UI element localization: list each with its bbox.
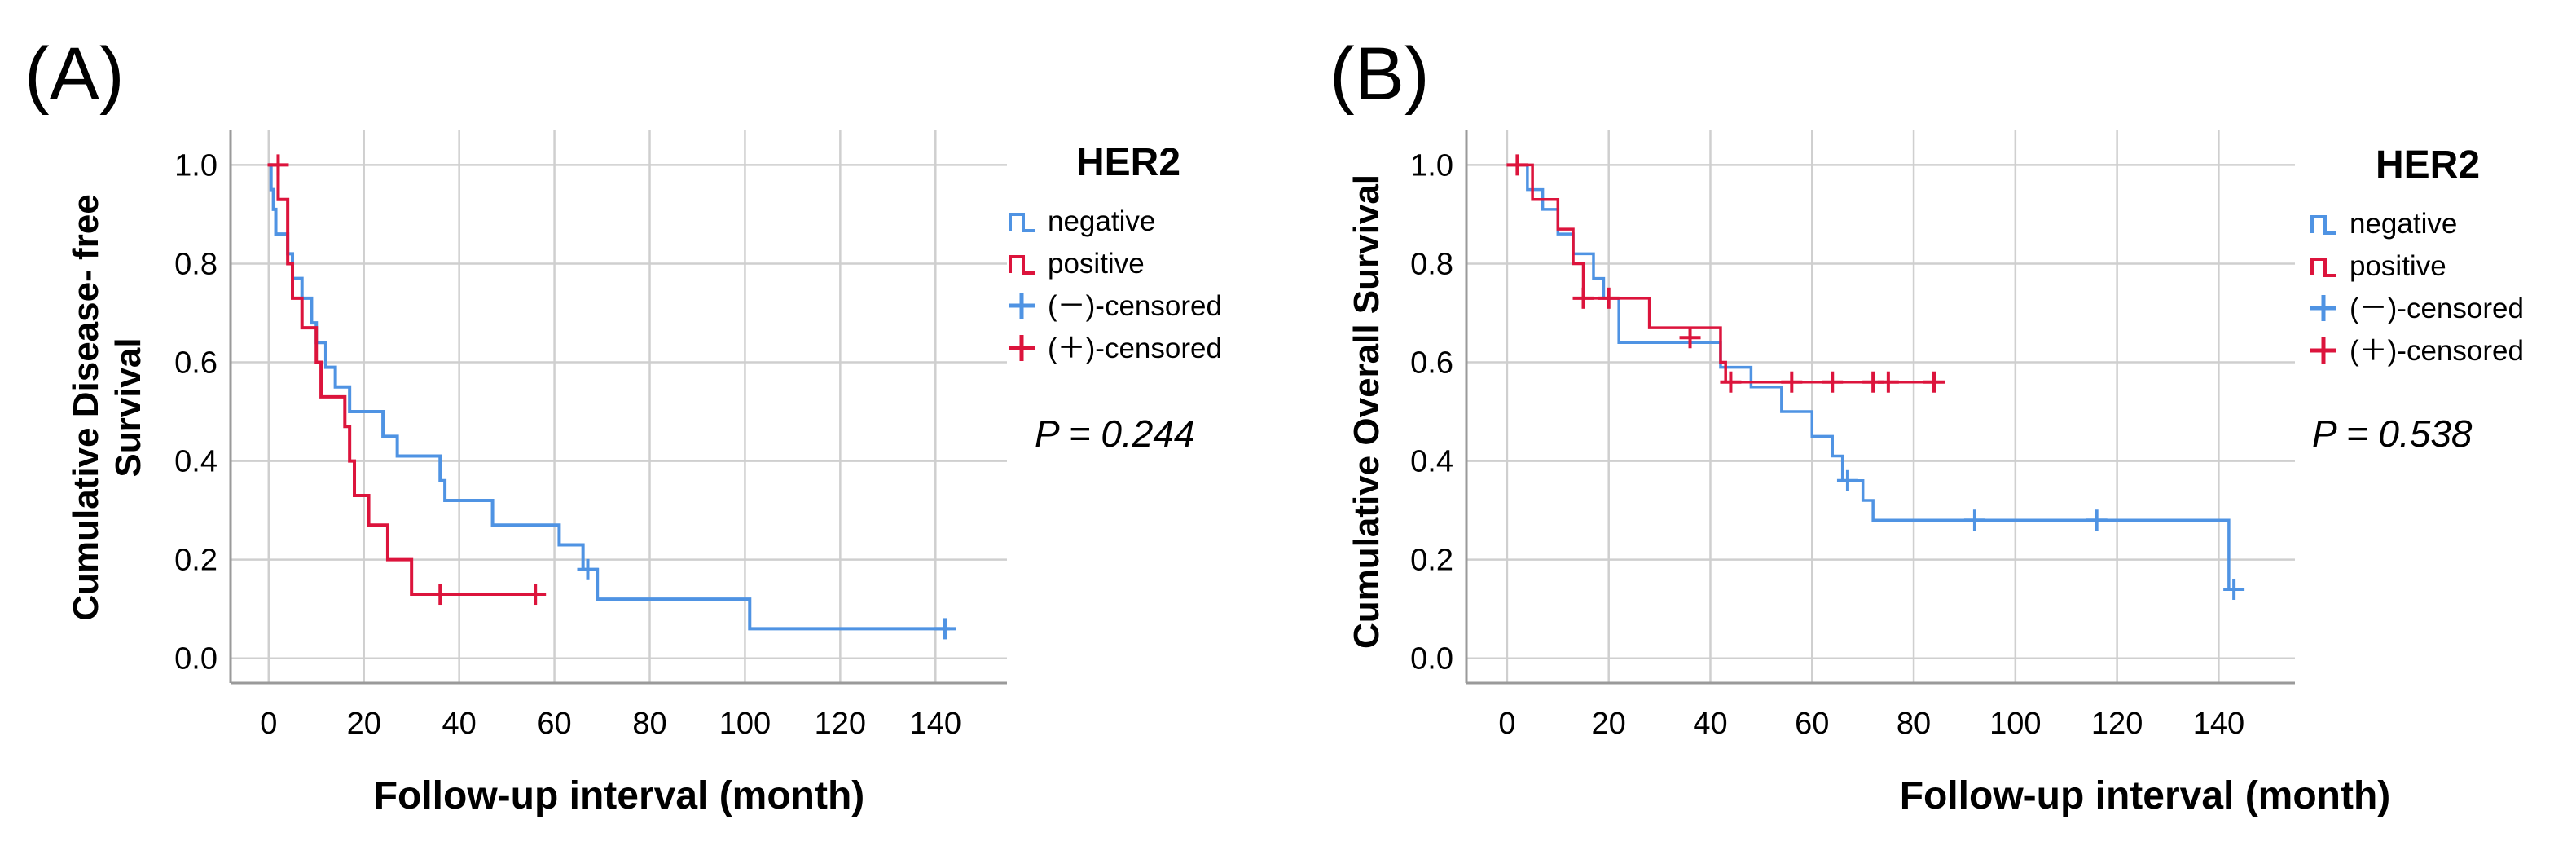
y-tick-label: 0.0 <box>1410 642 1453 676</box>
x-tick-label: 0 <box>260 707 277 741</box>
x-tick-label: 100 <box>1989 707 2041 741</box>
legend-entry: (－)-censored <box>1048 290 1222 322</box>
censor-mark-negative <box>2086 509 2108 531</box>
censor-mark-positive <box>1923 371 1945 393</box>
x-tick-label: 20 <box>1592 707 1626 741</box>
x-tick-labels: 0 20 40 60 80 100 120 140 <box>1498 707 2244 741</box>
curve-positive <box>1506 163 1935 384</box>
curve-negative <box>268 163 950 631</box>
censor-mark-negative <box>577 558 599 580</box>
y-axis-label-line-1: Cumulative Disease- free <box>66 194 106 620</box>
axes <box>1465 130 2295 685</box>
y-tick-label: 0.2 <box>174 544 218 578</box>
legend-censor-icon <box>1009 335 1035 361</box>
p-value: P = 0.538 <box>2312 412 2473 455</box>
y-axis-label-line-2: Survival <box>108 337 148 477</box>
censor-mark-positive <box>1598 287 1620 309</box>
x-tick-label: 0 <box>1498 707 1515 741</box>
y-axis-label: Cumulative Overall Survival <box>1347 174 1387 649</box>
legend-entry: (＋)-censored <box>1048 333 1222 364</box>
x-tick-label: 80 <box>1897 707 1931 741</box>
y-tick-label: 1.0 <box>174 148 218 183</box>
y-tick-label: 0.8 <box>1410 247 1453 281</box>
legend-entry: (＋)-censored <box>2350 335 2524 367</box>
censor-mark-positive <box>1679 327 1701 349</box>
censor-mark-positive <box>1506 154 1528 176</box>
censor-mark-positive <box>429 584 451 606</box>
x-tick-label: 80 <box>632 707 666 741</box>
x-tick-label: 120 <box>815 707 866 741</box>
panel-label: (A) <box>24 33 125 116</box>
legend-entry: positive <box>1048 248 1145 280</box>
grid <box>231 130 1007 683</box>
y-tick-labels: 0.0 0.2 0.4 0.6 0.8 1.0 <box>1410 148 1453 676</box>
y-tick-labels: 0.0 0.2 0.4 0.6 0.8 1.0 <box>174 148 218 676</box>
legend-censor-icon <box>2310 337 2336 364</box>
legend: negative positive (－)-censored (＋)-censored <box>2310 208 2524 367</box>
panel-b: (B) 0.0 0.2 0.4 0.6 0.8 1.0 0 20 40 60 80 100 120 14… <box>1330 33 2524 817</box>
y-tick-label: 0.4 <box>174 445 218 479</box>
curve-positive <box>268 163 541 597</box>
legend-line-icon <box>1009 213 1035 232</box>
legend-title: HER2 <box>2376 143 2480 187</box>
censor-mark-negative <box>1963 509 1985 531</box>
legend-line-icon <box>1009 255 1035 275</box>
x-tick-label: 140 <box>2193 707 2244 741</box>
survival-curves <box>1506 154 2245 600</box>
legend-entry: (－)-censored <box>2350 293 2524 324</box>
x-tick-label: 60 <box>1795 707 1829 741</box>
x-tick-label: 60 <box>537 707 571 741</box>
p-value: P = 0.244 <box>1035 412 1195 455</box>
y-tick-label: 0.4 <box>1410 445 1453 479</box>
x-tick-label: 140 <box>910 707 961 741</box>
censor-mark-negative <box>2223 578 2245 600</box>
x-axis-label: Follow-up interval (month) <box>1900 774 2391 817</box>
censor-mark-positive <box>1781 371 1803 393</box>
legend-censor-icon <box>1009 293 1035 319</box>
y-tick-label: 1.0 <box>1410 148 1453 183</box>
axes <box>229 130 1007 685</box>
censor-mark-negative <box>934 618 956 640</box>
x-tick-label: 40 <box>442 707 476 741</box>
legend-censor-icon <box>2310 295 2336 321</box>
y-tick-label: 0.6 <box>1410 346 1453 381</box>
x-tick-label: 20 <box>347 707 381 741</box>
legend: negative positive (－)-censored (＋)-censored <box>1009 205 1222 364</box>
censor-mark-negative <box>1836 469 1858 491</box>
x-tick-labels: 0 20 40 60 80 100 120 140 <box>260 707 961 741</box>
y-tick-label: 0.2 <box>1410 544 1453 578</box>
y-tick-label: 0.8 <box>174 247 218 281</box>
legend-title: HER2 <box>1076 141 1180 184</box>
censor-mark-positive <box>1720 371 1742 393</box>
x-axis-label: Follow-up interval (month) <box>374 774 865 817</box>
grid <box>1466 130 2295 683</box>
censor-mark-positive <box>1572 287 1594 309</box>
legend-line-icon <box>2310 215 2336 235</box>
x-tick-label: 40 <box>1693 707 1727 741</box>
legend-entry: negative <box>1048 205 1155 237</box>
censor-mark-positive <box>1822 371 1844 393</box>
censor-mark-positive <box>267 154 289 176</box>
legend-entry: positive <box>2350 250 2446 282</box>
y-tick-label: 0.6 <box>174 346 218 381</box>
x-tick-label: 120 <box>2091 707 2143 741</box>
legend-line-icon <box>2310 258 2336 277</box>
x-tick-label: 100 <box>719 707 771 741</box>
panel-a: (A) 0.0 0.2 0.4 0.6 0.8 1.0 0 20 40 60 80 100 120 14… <box>24 33 1222 817</box>
y-tick-label: 0.0 <box>174 642 218 676</box>
censor-mark-positive <box>1877 371 1899 393</box>
legend-entry: negative <box>2350 208 2457 240</box>
censor-mark-positive <box>525 584 547 606</box>
survival-curves <box>267 154 956 640</box>
panel-label: (B) <box>1330 33 1430 116</box>
